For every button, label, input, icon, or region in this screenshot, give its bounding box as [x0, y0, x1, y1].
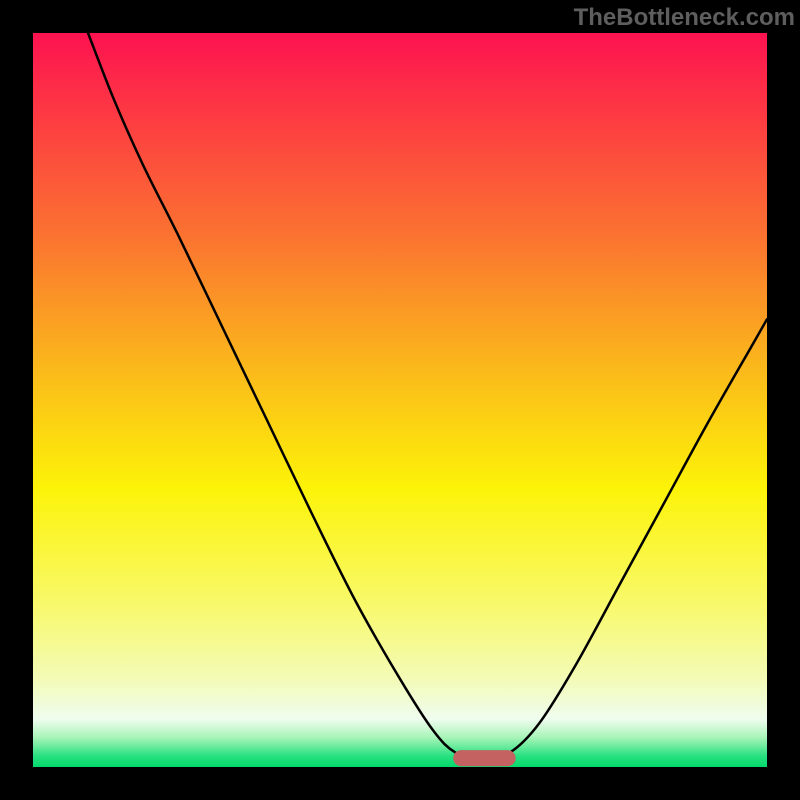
plot-svg [33, 33, 767, 767]
attribution-text: TheBottleneck.com [574, 4, 795, 32]
optimal-range-marker [453, 750, 515, 766]
gradient-background [33, 33, 767, 767]
plot-area [33, 33, 767, 767]
chart-container: TheBottleneck.com [0, 0, 800, 800]
